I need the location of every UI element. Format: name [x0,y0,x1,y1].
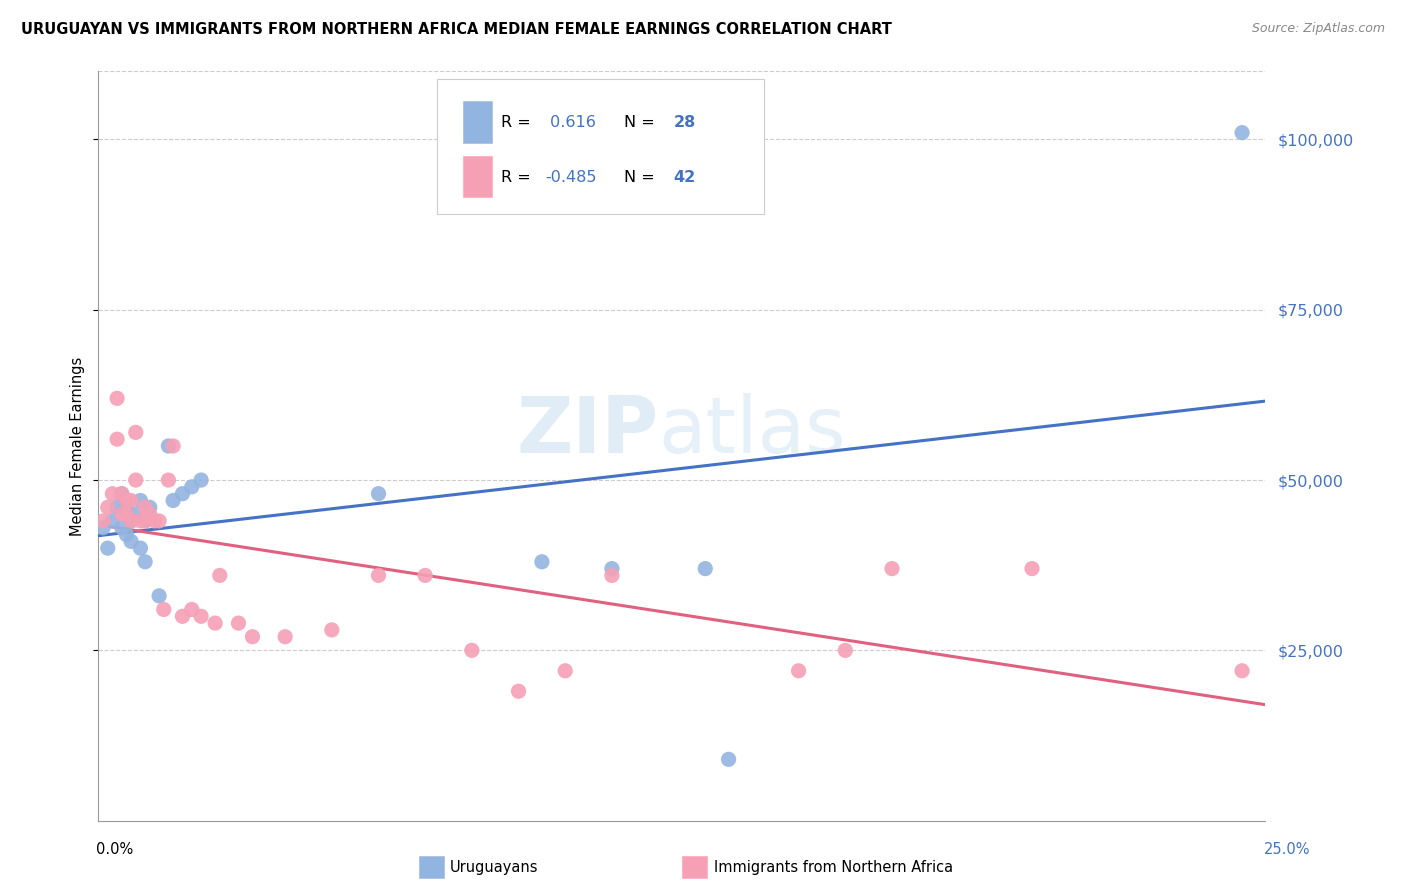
Text: N =: N = [623,115,659,130]
Point [508,684,530,698]
Text: 42: 42 [673,170,696,186]
Point [134,514,156,528]
Point [162,493,184,508]
Point [172,609,194,624]
Text: 0.616: 0.616 [546,115,596,130]
Point [115,493,138,508]
Point [157,439,180,453]
Text: Uruguayans: Uruguayans [450,860,538,874]
Point [120,534,142,549]
Point [1021,561,1043,575]
Point [152,602,174,616]
Point [208,568,231,582]
Text: Source: ZipAtlas.com: Source: ZipAtlas.com [1251,22,1385,36]
Text: R =: R = [501,115,536,130]
Text: Immigrants from Northern Africa: Immigrants from Northern Africa [714,860,953,874]
Text: 25.0%: 25.0% [1264,842,1310,856]
Point [129,493,152,508]
Point [695,561,717,575]
Point [717,752,740,766]
Point [115,500,138,515]
Point [97,500,120,515]
Point [105,392,128,406]
FancyBboxPatch shape [437,78,763,214]
Y-axis label: Median Female Earnings: Median Female Earnings [70,357,86,535]
Point [97,541,120,556]
Point [787,664,810,678]
Point [162,439,184,453]
Point [600,568,623,582]
Point [125,425,148,440]
Point [115,507,138,521]
Text: 0.0%: 0.0% [96,842,132,856]
Point [111,486,134,500]
Point [115,527,138,541]
Point [834,643,856,657]
Point [134,514,156,528]
Point [180,480,202,494]
Point [228,616,250,631]
Text: 28: 28 [673,115,696,130]
Point [105,500,128,515]
Point [143,514,166,528]
Point [600,561,623,575]
Point [129,514,152,528]
Point [204,616,226,631]
Point [321,623,343,637]
Point [120,514,142,528]
Text: atlas: atlas [658,393,846,469]
Point [242,630,264,644]
Point [105,432,128,446]
Point [554,664,576,678]
Point [101,514,124,528]
Point [367,486,389,500]
Point [125,473,148,487]
Point [157,473,180,487]
Point [1230,126,1253,140]
Point [111,521,134,535]
Point [274,630,297,644]
Point [148,514,170,528]
Point [148,589,170,603]
Point [120,493,142,508]
Point [120,514,142,528]
FancyBboxPatch shape [463,156,492,197]
Point [129,541,152,556]
Point [134,555,156,569]
Point [139,507,162,521]
Point [461,643,484,657]
Point [172,486,194,500]
Point [413,568,436,582]
Point [367,568,389,582]
Point [880,561,903,575]
Text: ZIP: ZIP [516,393,658,469]
Point [111,486,134,500]
Point [101,486,124,500]
Point [134,500,156,515]
Point [190,473,212,487]
Point [1230,664,1253,678]
Text: -0.485: -0.485 [546,170,598,186]
Text: URUGUAYAN VS IMMIGRANTS FROM NORTHERN AFRICA MEDIAN FEMALE EARNINGS CORRELATION : URUGUAYAN VS IMMIGRANTS FROM NORTHERN AF… [21,22,891,37]
Point [530,555,553,569]
Point [139,500,162,515]
Point [180,602,202,616]
FancyBboxPatch shape [463,102,492,143]
Point [190,609,212,624]
Point [125,507,148,521]
Point [91,514,114,528]
Text: R =: R = [501,170,536,186]
Text: N =: N = [623,170,659,186]
Point [111,507,134,521]
Point [91,521,114,535]
